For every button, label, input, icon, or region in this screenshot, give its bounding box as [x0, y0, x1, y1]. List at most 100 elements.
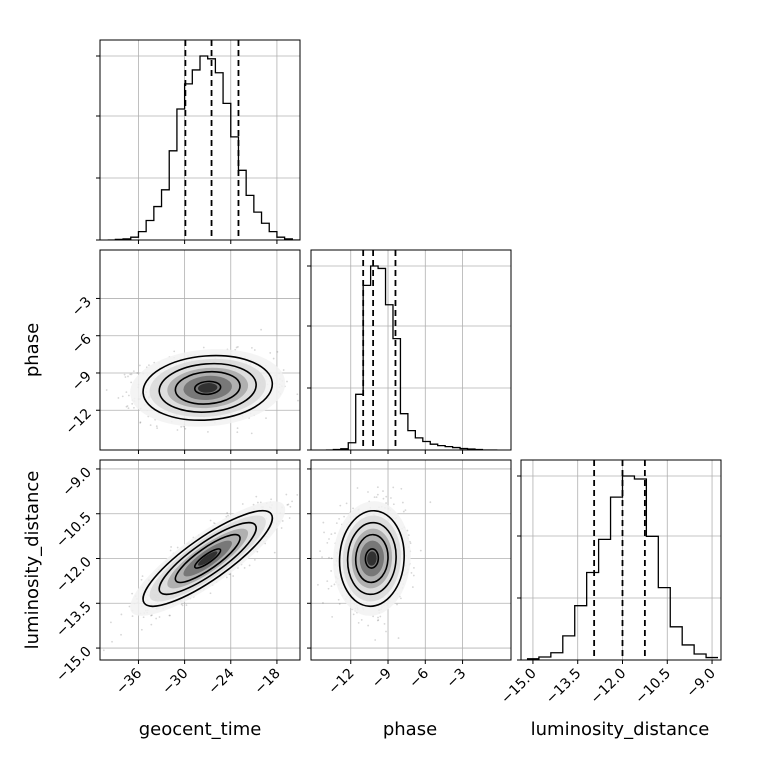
sample-point [407, 534, 410, 537]
sample-point [243, 567, 246, 569]
sample-point [367, 624, 370, 627]
y-tick-label: −3 [69, 294, 95, 320]
density-contour [174, 533, 241, 584]
sample-point [382, 490, 384, 492]
sample-point [181, 604, 184, 607]
sample-point [176, 429, 179, 431]
sample-point [330, 585, 333, 588]
density-panel-content [317, 486, 432, 641]
sample-point [338, 517, 341, 520]
sample-point [269, 352, 272, 354]
sample-point [376, 486, 379, 489]
x-tick-label: −36 [113, 665, 145, 697]
sample-point [127, 375, 129, 378]
sample-point [170, 546, 172, 548]
histogram-geocent-time [107, 55, 300, 240]
density-panel-geocent-time-vs-luminosity-distance: −36 −30 −24 −18 −15.0−13.5−12.0−10.5 −9.0 [53, 459, 301, 698]
sample-point [322, 602, 324, 604]
sample-point [158, 616, 161, 618]
x-tick-label: −9.0 [684, 666, 719, 701]
sample-point [117, 397, 120, 399]
histogram-panel-phase [307, 249, 512, 454]
y-tick-label: −13.5 [53, 599, 95, 641]
histogram-phase [325, 265, 498, 450]
density-panel-geocent-time-vs-phase: −12 −9 −6 −3 [63, 249, 306, 454]
panel-frame [99, 39, 301, 241]
sample-point [227, 514, 229, 517]
corner-plot-panels: −15.0 −13.5 −12.0 −10.5 −9.0−12−9−6−3−36 −30−… [53, 39, 722, 707]
sample-point [252, 503, 255, 506]
sample-point [148, 364, 150, 367]
density-shade [367, 551, 377, 566]
y-tick-label: −6 [69, 331, 95, 357]
sample-point [273, 551, 276, 554]
sample-point [241, 503, 244, 505]
y-tick-label: −12.0 [53, 554, 95, 596]
sample-point [156, 427, 159, 430]
y-axis-label-phase: phase [22, 323, 43, 377]
sample-point [180, 603, 183, 606]
sample-point [375, 496, 378, 499]
sample-point [131, 615, 134, 618]
sample-point [133, 406, 135, 409]
sample-point [304, 383, 306, 385]
sample-point [409, 542, 412, 545]
sample-point [168, 614, 171, 617]
sample-point [377, 619, 380, 621]
sample-point [110, 621, 112, 624]
sample-point [429, 501, 432, 504]
sample-point [400, 487, 403, 490]
sample-point [120, 633, 122, 636]
sample-point [105, 389, 108, 391]
sample-point [334, 532, 336, 535]
sample-point [288, 517, 291, 519]
sample-point [377, 616, 379, 619]
sample-point [256, 550, 259, 553]
sample-point [256, 501, 259, 504]
sample-point [296, 393, 299, 396]
histogram-panel-luminosity-distance: −15.0 −13.5 −12.0 −10.5 −9.0 [498, 459, 722, 707]
panel-frame [310, 249, 512, 451]
y-tick-label: −10.5 [53, 509, 95, 551]
sample-point [282, 369, 285, 371]
sample-point [129, 373, 132, 376]
histogram-luminosity-distance [526, 475, 719, 660]
sample-point [136, 372, 139, 374]
sample-point [385, 502, 387, 504]
sample-point [248, 564, 251, 567]
sample-point [260, 328, 262, 331]
sample-point [253, 558, 256, 561]
sample-point [339, 504, 342, 507]
sample-point [333, 583, 336, 586]
sample-point [169, 614, 171, 617]
sample-point [326, 541, 329, 544]
sample-point [287, 503, 290, 506]
sample-point [209, 519, 212, 522]
sample-point [382, 497, 385, 500]
sample-point [345, 502, 348, 505]
sample-point [184, 427, 187, 430]
sample-point [330, 533, 333, 535]
sample-point [328, 538, 330, 540]
sample-point [229, 573, 231, 576]
sample-point [150, 614, 152, 617]
density-panel-phase-vs-luminosity-distance: −12 −9 −6 −3 [307, 459, 512, 698]
sample-point [317, 583, 319, 586]
sample-point [376, 619, 379, 622]
sample-point [209, 592, 212, 595]
sample-point [297, 399, 299, 402]
sample-point [207, 431, 209, 433]
sample-point [151, 614, 153, 617]
density-contour [142, 509, 274, 608]
sample-point [372, 615, 375, 618]
sample-point [235, 346, 238, 349]
density-contour [174, 370, 241, 405]
sample-point [149, 424, 152, 427]
sample-point [337, 598, 340, 601]
sample-point [331, 615, 334, 618]
sample-point [128, 605, 131, 608]
sample-point [270, 498, 273, 501]
density-contour [346, 521, 397, 596]
x-axis-label-phase: phase [383, 719, 437, 740]
sample-point [357, 622, 360, 624]
